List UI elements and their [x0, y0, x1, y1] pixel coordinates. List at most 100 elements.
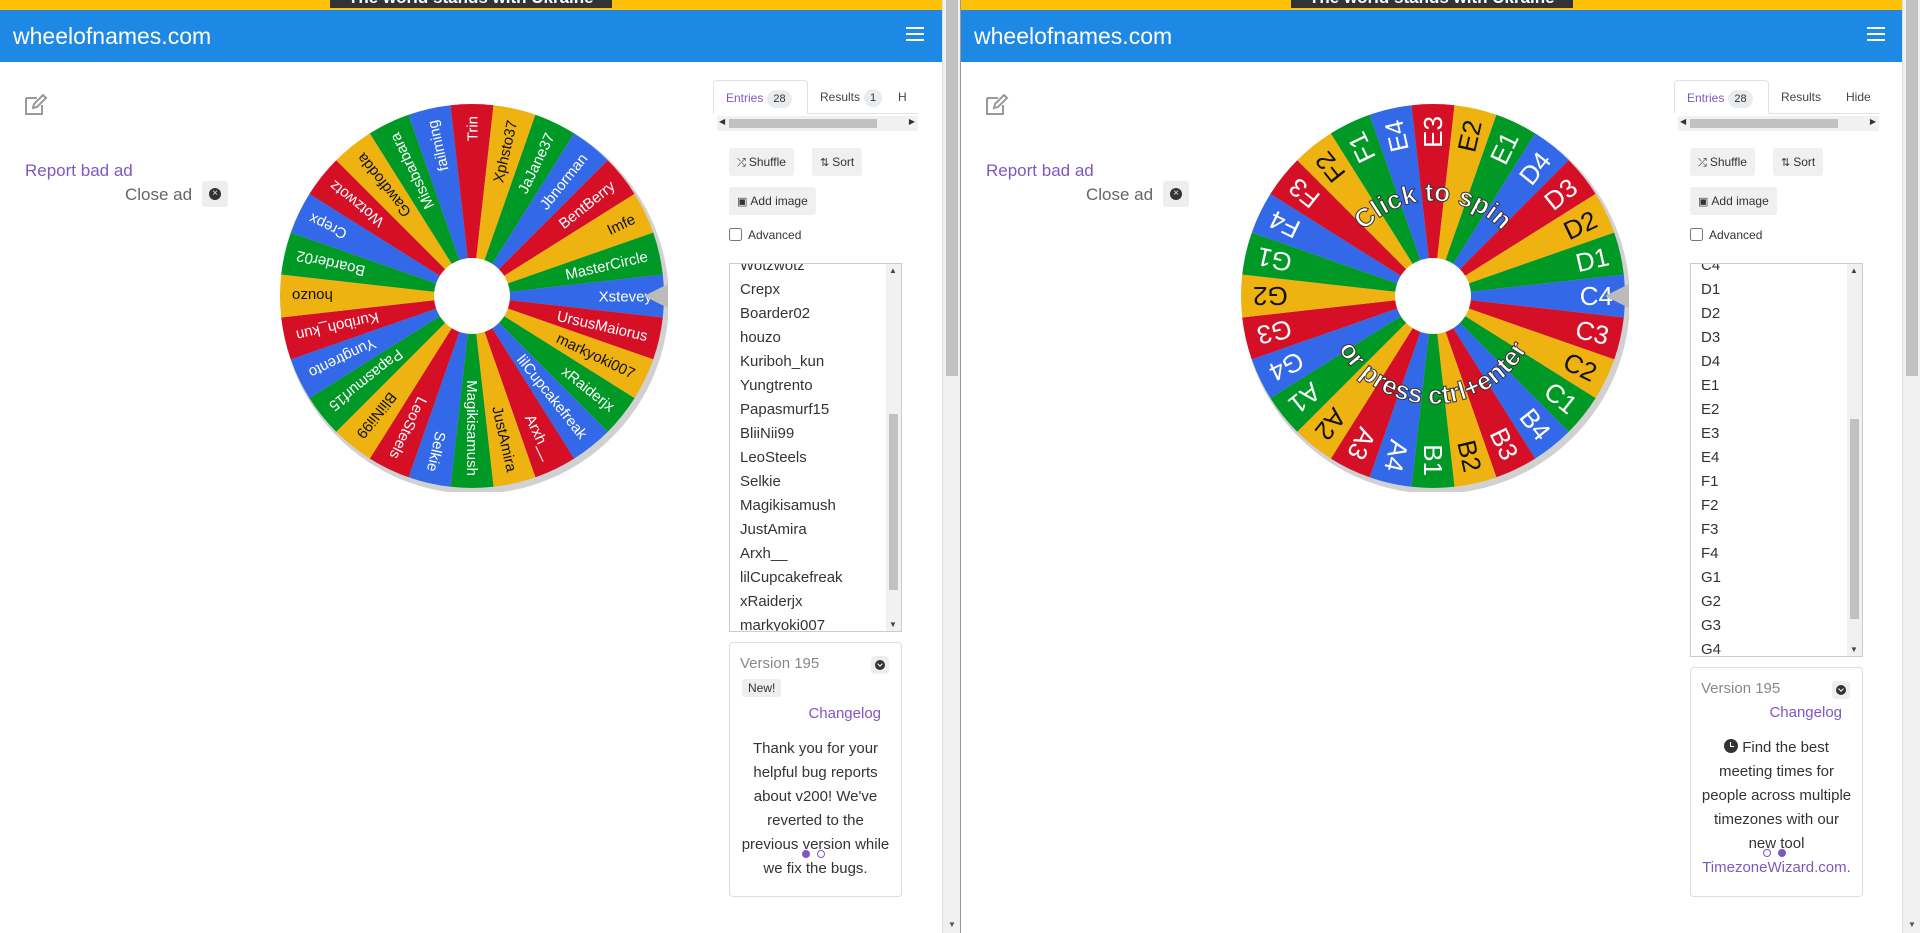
wheel-slice[interactable] — [1433, 105, 1497, 297]
hamburger-menu-icon[interactable] — [906, 27, 924, 41]
edit-icon[interactable] — [985, 94, 1009, 116]
tab-hide[interactable]: Hide — [1846, 90, 1871, 104]
wheel-slice[interactable] — [408, 296, 472, 487]
ukraine-banner[interactable]: The world stands with Ukraine — [0, 0, 942, 10]
wheel-slice[interactable] — [472, 274, 665, 318]
wheel-slice[interactable] — [1297, 133, 1433, 296]
page-scrollbar[interactable]: ▼ — [1902, 0, 1920, 933]
wheel-slice[interactable] — [280, 274, 472, 318]
wheel-slice[interactable] — [309, 160, 472, 296]
wheel-slice[interactable] — [1433, 296, 1615, 399]
wheel-slice[interactable] — [1433, 296, 1569, 459]
wheel-slice[interactable] — [1241, 274, 1433, 318]
wheel-slice[interactable] — [450, 103, 494, 296]
wheel-slice[interactable] — [472, 296, 608, 459]
wheel-slice[interactable] — [1369, 105, 1433, 297]
close-ad-label[interactable]: Close ad — [1086, 185, 1154, 204]
wheel-slice[interactable] — [369, 296, 472, 478]
report-bad-ad-link[interactable]: Report bad ad — [25, 161, 133, 180]
tabs-horizontal-scrollbar[interactable]: ◀ ▶ — [1678, 116, 1879, 131]
wheel-slice[interactable] — [1369, 296, 1433, 487]
changelog-link[interactable]: Changelog — [808, 705, 881, 722]
page-scrollbar[interactable]: ▼ — [942, 0, 960, 933]
wheel-slice[interactable] — [1433, 296, 1536, 478]
wheel-slice[interactable] — [309, 296, 472, 432]
ukraine-banner[interactable]: The world stands with Ukraine — [961, 0, 1903, 10]
wheel-slice[interactable] — [1411, 103, 1455, 296]
collapse-chevron-icon[interactable] — [871, 656, 889, 674]
sort-button[interactable]: ⇅ Sort — [1773, 148, 1824, 176]
carousel-dots[interactable] — [802, 845, 832, 863]
wheel-slice[interactable] — [1270, 160, 1433, 296]
wheel-slice[interactable] — [472, 114, 575, 296]
wheel-slice[interactable] — [472, 296, 635, 432]
wheel-slice[interactable] — [369, 114, 472, 296]
tab-hide[interactable]: H — [898, 90, 907, 104]
wheel-slice[interactable] — [290, 193, 472, 296]
shuffle-button[interactable]: ⤮ Shuffle — [729, 148, 794, 176]
timezone-wizard-link[interactable]: TimezoneWizard.com. — [1702, 859, 1851, 876]
wheel[interactable]: XsteveyUrsusMaiorusmarkyoki007xRaiderjxl… — [276, 100, 668, 492]
wheel-slice[interactable] — [1433, 296, 1624, 360]
wheel-slice[interactable] — [290, 296, 472, 399]
wheel-slice[interactable] — [1330, 296, 1433, 478]
wheel-slice[interactable] — [336, 296, 472, 459]
wheel-slice[interactable] — [1242, 232, 1433, 296]
wheel-slice[interactable] — [336, 133, 472, 296]
entries-textarea[interactable]: C4 D1 D2 D3 D4 E1 E2 E3 E4 F1 F2 F3 F4 G1 G2 G3 G4 ▲ ▼ — [1690, 263, 1863, 657]
wheel-slice[interactable] — [1251, 296, 1433, 399]
hamburger-menu-icon[interactable] — [1867, 27, 1885, 41]
wheel-slice[interactable] — [1433, 232, 1624, 296]
collapse-chevron-icon[interactable] — [1832, 681, 1850, 699]
wheel-slice[interactable] — [472, 296, 536, 487]
wheel-slice[interactable] — [281, 296, 472, 360]
wheel-slice[interactable] — [1251, 193, 1433, 296]
wheel-slice[interactable] — [408, 105, 472, 297]
wheel-slice[interactable] — [1270, 296, 1433, 432]
edit-icon[interactable] — [24, 94, 48, 116]
wheel-slice[interactable] — [472, 133, 608, 296]
tabs-horizontal-scrollbar[interactable]: ◀ ▶ — [717, 116, 918, 131]
wheel-slice[interactable] — [472, 160, 635, 296]
advanced-checkbox[interactable]: Advanced — [729, 228, 801, 242]
wheel-slice[interactable] — [1242, 296, 1433, 360]
wheel-slice[interactable] — [472, 296, 663, 360]
wheel-slice[interactable] — [450, 296, 494, 489]
close-ad-button[interactable]: × — [202, 181, 228, 207]
wheel-slice[interactable] — [1433, 274, 1625, 318]
brand-link[interactable]: wheelofnames.com — [974, 23, 1173, 49]
add-image-button[interactable]: ▣ Add image — [1690, 187, 1777, 215]
shuffle-button[interactable]: ⤮ Shuffle — [1690, 148, 1755, 176]
entries-scrollbar[interactable]: ▲ ▼ — [886, 264, 901, 631]
wheel-slice[interactable] — [281, 232, 472, 296]
wheel-slice[interactable] — [1433, 296, 1596, 432]
tab-results[interactable]: Results — [1781, 90, 1822, 104]
carousel-dots[interactable] — [1763, 844, 1793, 862]
wheel-slice[interactable] — [1433, 296, 1497, 487]
wheel-slice[interactable] — [1433, 133, 1569, 296]
entries-textarea[interactable]: Wotzwotz Crepx Boarder02 houzo Kuriboh_kun Yu… — [729, 263, 902, 632]
close-ad-button[interactable]: × — [1163, 181, 1189, 207]
wheel-slice[interactable] — [1433, 160, 1596, 296]
wheel-slice[interactable] — [1433, 114, 1536, 296]
wheel-slice[interactable] — [472, 193, 654, 296]
sort-button[interactable]: ⇅ Sort — [812, 148, 863, 176]
wheel-slice[interactable] — [1433, 193, 1615, 296]
entries-scrollbar[interactable]: ▲ ▼ — [1847, 264, 1862, 656]
tab-entries[interactable]: Entries 28 — [713, 80, 808, 114]
tab-results[interactable]: Results 1 — [808, 80, 886, 114]
wheel-slice[interactable] — [472, 105, 536, 297]
changelog-link[interactable]: Changelog — [1769, 704, 1842, 721]
report-bad-ad-link[interactable]: Report bad ad — [986, 161, 1094, 180]
wheel-slice[interactable] — [472, 296, 654, 399]
wheel-slice[interactable] — [472, 296, 575, 478]
wheel-slice[interactable] — [1411, 296, 1455, 489]
wheel-slice[interactable] — [1330, 114, 1433, 296]
close-ad-label[interactable]: Close ad — [125, 185, 193, 204]
brand-link[interactable]: wheelofnames.com — [13, 23, 212, 49]
advanced-checkbox[interactable]: Advanced — [1690, 228, 1762, 242]
wheel-slice[interactable] — [472, 232, 663, 296]
wheel-slice[interactable] — [1297, 296, 1433, 459]
tab-entries[interactable]: Entries 28 — [1674, 80, 1769, 114]
wheel[interactable]: C4C3C2C1B4B3B2B1A4A3A2A1G4G3G2G1F4F3F2F1… — [1237, 100, 1629, 492]
